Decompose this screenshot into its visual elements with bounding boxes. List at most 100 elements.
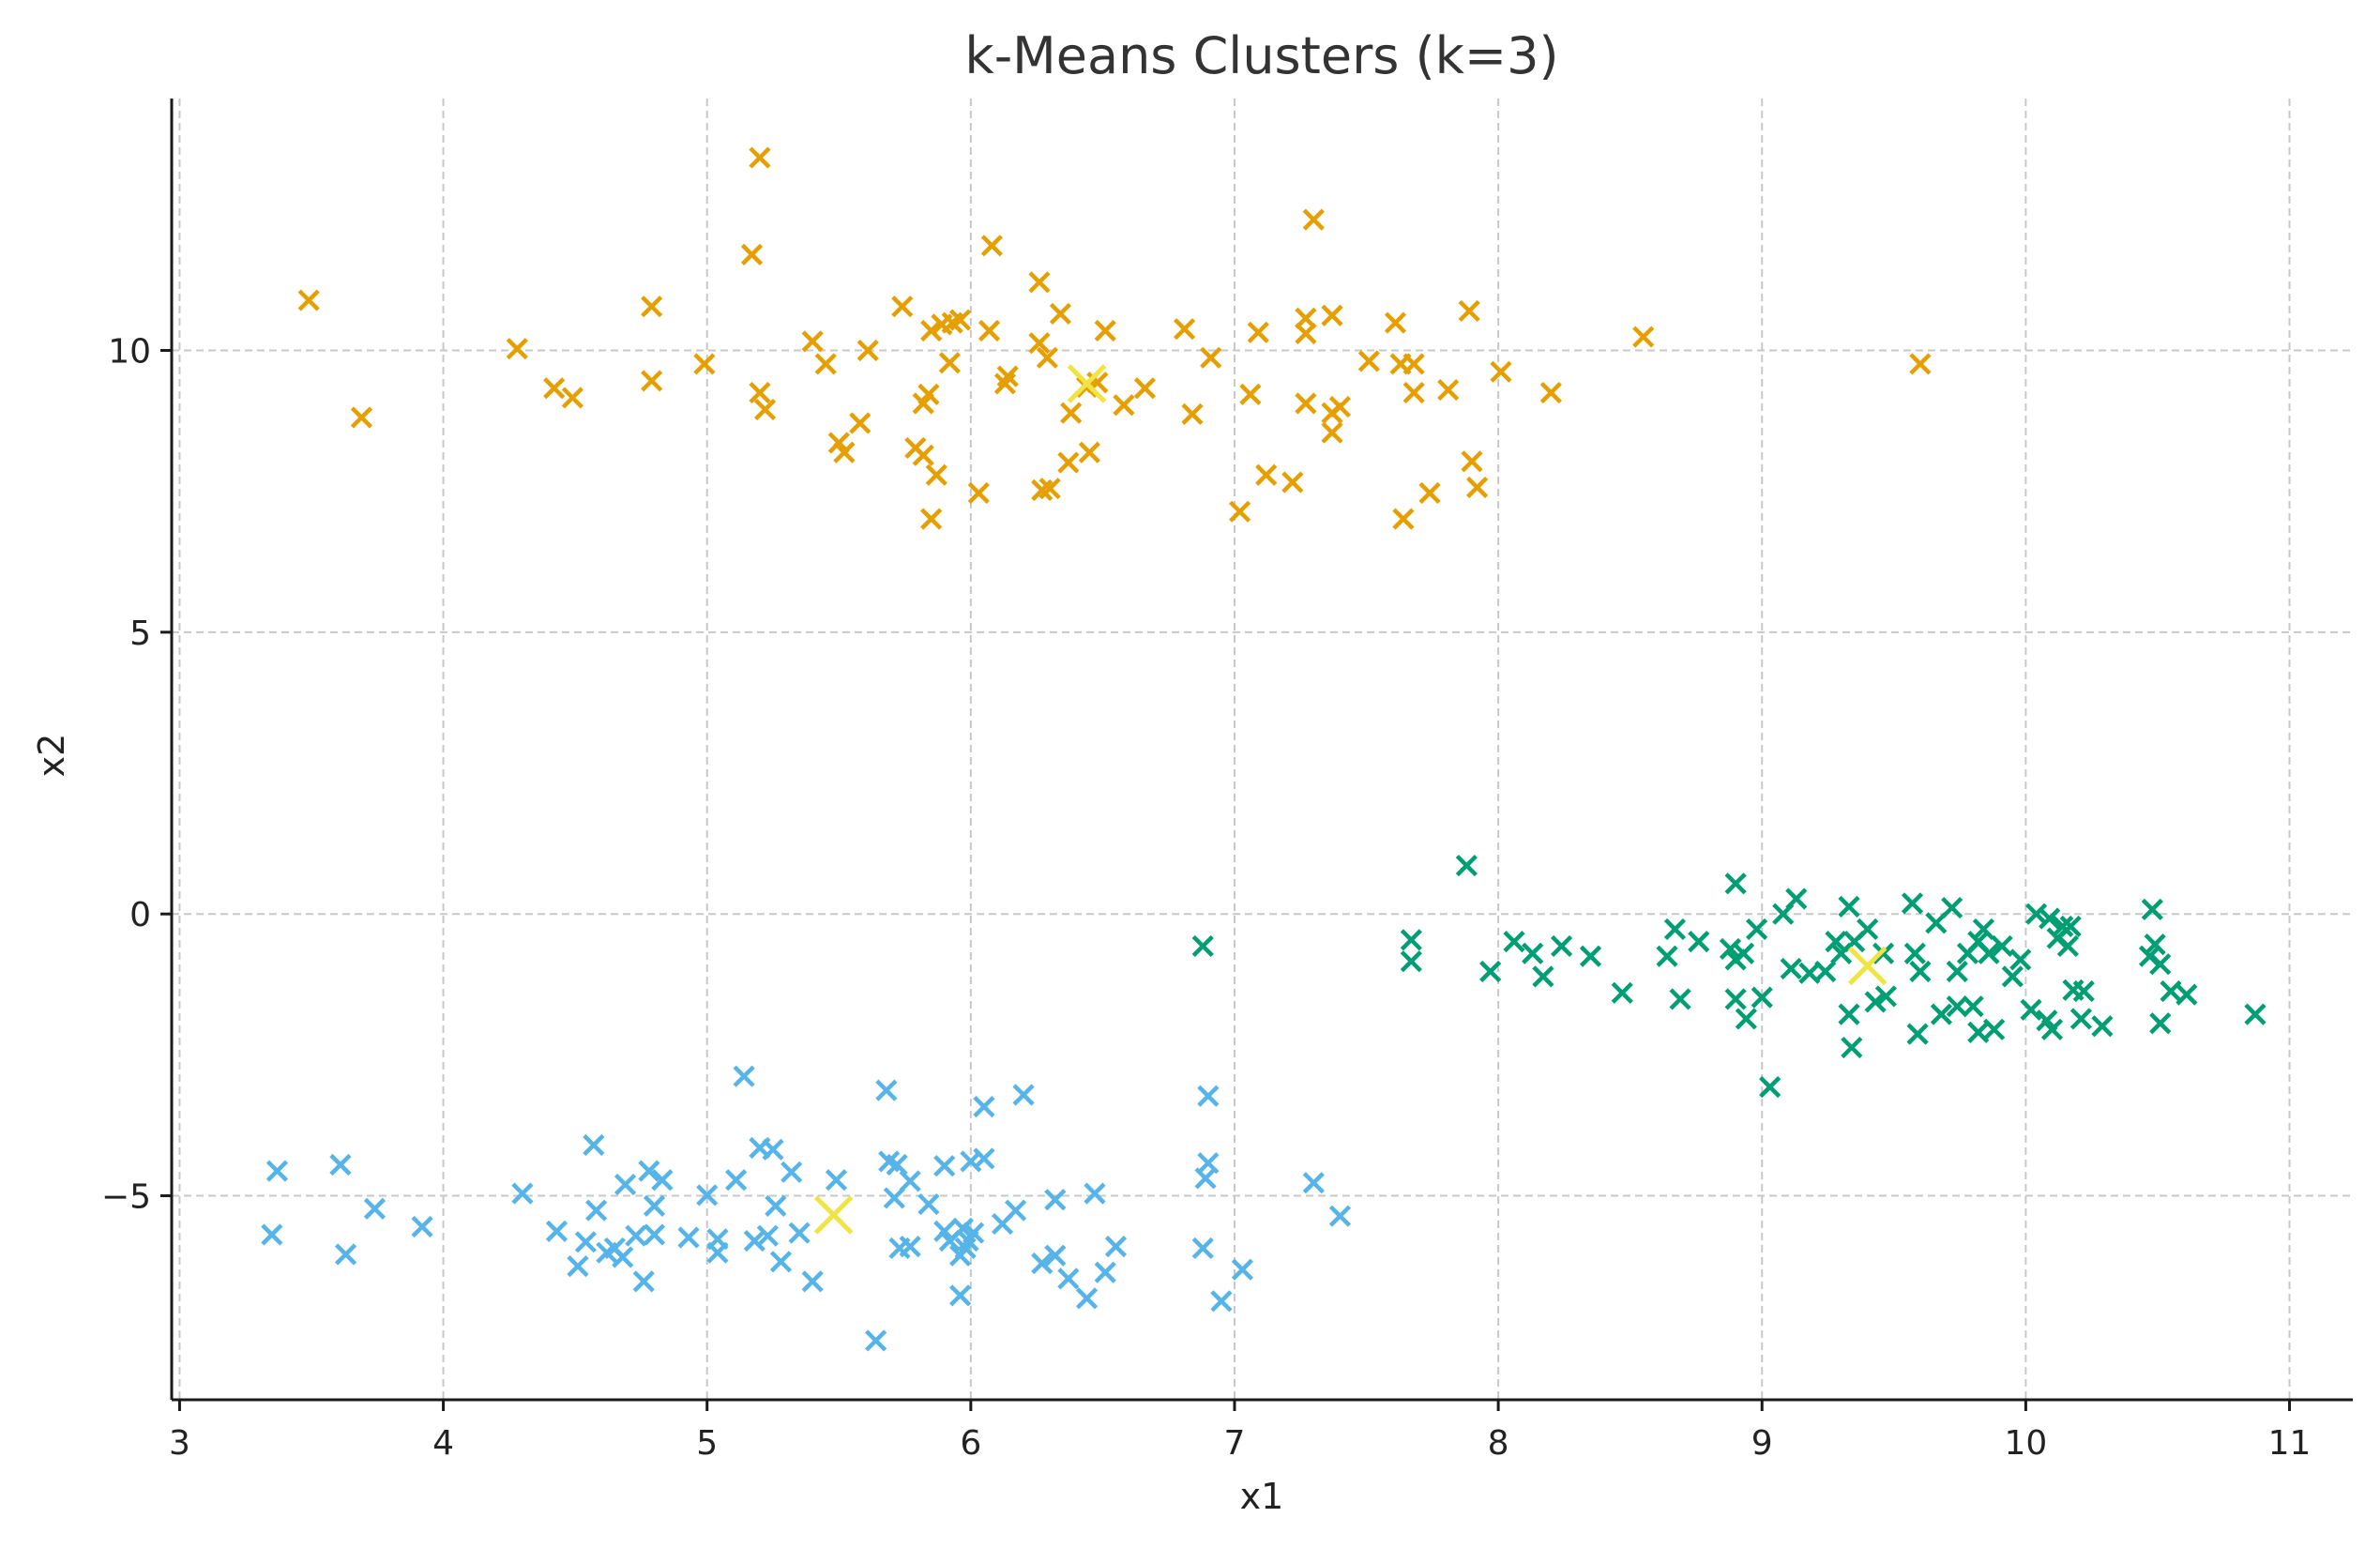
data-point-cluster-1 — [920, 319, 943, 342]
data-point-cluster-3 — [733, 1065, 755, 1087]
data-point-cluster-2 — [1663, 918, 1687, 941]
data-point-cluster-1 — [917, 383, 940, 405]
data-point-cluster-1 — [740, 243, 764, 266]
data-point-cluster-1 — [1418, 481, 1441, 505]
data-point-cluster-1 — [1247, 321, 1269, 343]
x-axis-label: x1 — [1240, 1476, 1284, 1517]
data-point-cluster-3 — [574, 1231, 597, 1253]
data-point-cluster-1 — [1113, 394, 1135, 417]
data-point-cluster-3 — [632, 1270, 655, 1293]
x-tick-label: 9 — [1751, 1424, 1773, 1463]
data-point-cluster-2 — [2091, 1015, 2114, 1038]
data-point-cluster-3 — [696, 1184, 719, 1207]
data-point-cluster-2 — [1901, 892, 1924, 915]
data-point-cluster-3 — [781, 1161, 803, 1183]
data-point-cluster-2 — [2244, 1003, 2266, 1025]
data-point-cluster-3 — [769, 1251, 793, 1273]
data-point-cluster-1 — [1321, 304, 1343, 326]
data-point-cluster-3 — [725, 1169, 748, 1191]
data-point-cluster-2 — [1780, 957, 1802, 980]
data-point-cluster-1 — [1539, 381, 1562, 404]
data-point-cluster-2 — [1611, 981, 1633, 1004]
data-point-cluster-2 — [1522, 942, 1544, 964]
data-point-cluster-2 — [2040, 1018, 2064, 1040]
data-point-cluster-2 — [2052, 915, 2074, 938]
data-point-cluster-2 — [1724, 873, 1747, 895]
data-point-cluster-1 — [1302, 208, 1325, 231]
data-point-cluster-1 — [925, 463, 947, 486]
data-point-cluster-2 — [2001, 965, 2024, 988]
data-point-cluster-1 — [297, 289, 320, 311]
data-point-cluster-3 — [1005, 1199, 1027, 1222]
data-point-cluster-3 — [643, 1194, 666, 1217]
data-point-cluster-3 — [917, 1192, 940, 1216]
data-point-cluster-3 — [743, 1230, 766, 1252]
data-point-cluster-1 — [1490, 360, 1512, 383]
data-point-cluster-2 — [1946, 960, 1968, 983]
data-point-cluster-1 — [1295, 392, 1317, 415]
data-point-cluster-1 — [1255, 463, 1278, 486]
data-point-cluster-2 — [1838, 1003, 1860, 1025]
data-point-cluster-1 — [1384, 311, 1407, 334]
x-tick-label: 4 — [432, 1424, 454, 1463]
data-point-cluster-3 — [1075, 1287, 1099, 1310]
data-point-cluster-1 — [1461, 450, 1483, 473]
data-point-cluster-1 — [1133, 377, 1156, 400]
data-point-cluster-1 — [641, 296, 663, 318]
data-point-cluster-2 — [1991, 934, 2013, 958]
data-point-cluster-3 — [886, 1153, 908, 1176]
data-point-cluster-3 — [1104, 1236, 1128, 1258]
data-point-cluster-3 — [677, 1226, 700, 1249]
data-point-cluster-3 — [614, 1173, 637, 1196]
data-point-cluster-2 — [2072, 979, 2095, 1003]
data-point-cluster-3 — [1197, 1085, 1220, 1107]
data-point-cluster-2 — [1909, 960, 1932, 983]
data-point-cluster-2 — [1864, 991, 1887, 1013]
data-point-cluster-2 — [2141, 898, 2163, 920]
data-point-cluster-3 — [545, 1220, 568, 1242]
data-point-cluster-3 — [899, 1236, 921, 1258]
data-point-cluster-3 — [801, 1270, 824, 1293]
data-point-cluster-2 — [2059, 915, 2082, 938]
data-point-cluster-3 — [265, 1160, 289, 1182]
data-point-cluster-2 — [1532, 965, 1554, 988]
data-point-cluster-1 — [1295, 322, 1317, 345]
centroid-markers — [813, 364, 1887, 1235]
chart-title: k-Means Clusters (k=3) — [964, 26, 1558, 85]
data-points — [261, 146, 2266, 1352]
data-point-cluster-3 — [1044, 1244, 1067, 1267]
data-point-cluster-2 — [1724, 988, 1747, 1010]
data-point-cluster-3 — [261, 1223, 283, 1246]
data-point-cluster-2 — [1751, 986, 1773, 1009]
x-tick-label: 3 — [169, 1424, 190, 1463]
data-point-cluster-1 — [949, 309, 972, 331]
data-point-cluster-1 — [1181, 402, 1204, 425]
data-point-cluster-1 — [1402, 381, 1425, 404]
data-point-cluster-2 — [1872, 942, 1895, 964]
data-point-cluster-1 — [912, 444, 934, 466]
data-point-cluster-3 — [875, 1079, 898, 1101]
data-point-cluster-1 — [1632, 326, 1655, 348]
data-point-cluster-3 — [625, 1224, 647, 1247]
data-point-cluster-2 — [2056, 934, 2079, 958]
data-point-cluster-3 — [788, 1222, 811, 1244]
y-tick-label: 5 — [129, 615, 151, 653]
data-point-cluster-2 — [1941, 897, 1963, 919]
data-point-cluster-2 — [1930, 1003, 1953, 1025]
data-point-cluster-1 — [814, 353, 837, 375]
data-point-cluster-3 — [973, 1096, 995, 1118]
data-point-cluster-3 — [1210, 1290, 1233, 1313]
grid-lines — [172, 99, 2353, 1400]
data-point-cluster-3 — [651, 1169, 674, 1191]
data-point-cluster-3 — [883, 1187, 905, 1209]
data-point-cluster-2 — [2009, 949, 2032, 971]
data-point-cluster-2 — [2149, 1012, 2172, 1035]
data-point-cluster-2 — [1400, 929, 1422, 951]
data-point-cluster-3 — [329, 1153, 352, 1176]
data-point-cluster-1 — [641, 370, 663, 392]
data-point-cluster-1 — [1328, 395, 1352, 418]
x-tick-label: 7 — [1224, 1424, 1246, 1463]
data-point-cluster-3 — [1191, 1237, 1214, 1260]
centroid-marker — [813, 1195, 854, 1235]
data-point-cluster-3 — [765, 1194, 787, 1217]
